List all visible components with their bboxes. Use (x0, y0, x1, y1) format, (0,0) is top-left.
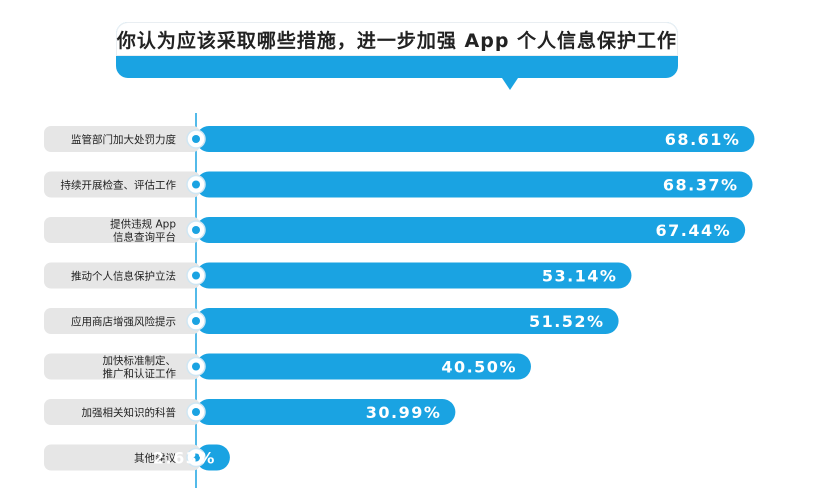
category-label-line: 应用商店增强风险提示 (71, 315, 176, 328)
axis-marker-dot (192, 180, 200, 189)
category-label-line: 持续开展检查、评估工作 (61, 179, 177, 192)
category-label-bg (44, 217, 200, 243)
value-label: 68.61% (665, 130, 741, 149)
category-label: 应用商店增强风险提示 (71, 315, 176, 328)
axis-marker-dot (192, 408, 200, 416)
value-label: 67.44% (656, 221, 732, 240)
category-label-bg (44, 262, 200, 289)
title-card: 你认为应该采取哪些措施，进一步加强 App 个人信息保护工作 (116, 22, 678, 90)
bar (196, 262, 632, 289)
bar (196, 444, 230, 471)
bar (196, 126, 755, 152)
category-label-line: 监管部门加大处罚力度 (71, 133, 176, 146)
category-label-bg (44, 444, 200, 471)
axis-marker-dot (192, 135, 200, 143)
category-label-bg (44, 126, 200, 152)
value-label: 40.50% (441, 358, 517, 377)
axis-marker-dot (192, 271, 200, 280)
axis-marker-dot (192, 317, 200, 325)
category-label: 加强相关知识的科普 (82, 406, 177, 419)
bar (196, 171, 753, 198)
axis-marker-dot (192, 362, 200, 371)
category-label-line: 其他建议 (134, 452, 176, 465)
category-label: 其他建议 (134, 452, 176, 465)
value-label: 68.37% (663, 176, 739, 195)
bar (196, 353, 531, 380)
bar (196, 399, 456, 425)
category-label-bg (44, 399, 200, 425)
axis-marker-dot (192, 226, 200, 234)
category-label-line: 加强相关知识的科普 (82, 406, 177, 419)
value-label: 2.63% (153, 449, 216, 468)
value-label: 51.52% (529, 312, 605, 331)
category-label: 持续开展检查、评估工作 (61, 179, 177, 192)
category-label-line: 推广和认证工作 (103, 367, 177, 380)
value-label: 30.99% (366, 403, 442, 422)
bar (196, 308, 619, 334)
category-label-line: 加快标准制定、 (103, 354, 177, 367)
category-label: 加快标准制定、推广和认证工作 (103, 354, 177, 380)
axis-marker-dot (192, 453, 200, 462)
title-strip (116, 22, 678, 56)
category-label-line: 信息查询平台 (113, 231, 176, 244)
category-label: 提供违规 App 信息查询平台 (110, 218, 176, 244)
category-label: 推动个人信息保护立法 (71, 270, 176, 283)
category-label-bg (44, 308, 200, 334)
value-label: 53.14% (542, 267, 618, 286)
bar (196, 217, 746, 243)
category-label-bg (44, 353, 200, 380)
category-label-line: 推动个人信息保护立法 (71, 270, 176, 283)
category-label: 监管部门加大处罚力度 (71, 133, 176, 146)
category-label-line: 提供违规 App (110, 218, 176, 231)
chart-title: 你认为应该采取哪些措施，进一步加强 App 个人信息保护工作 (116, 30, 678, 52)
category-label-bg (44, 171, 200, 198)
title-pointer (502, 78, 518, 90)
